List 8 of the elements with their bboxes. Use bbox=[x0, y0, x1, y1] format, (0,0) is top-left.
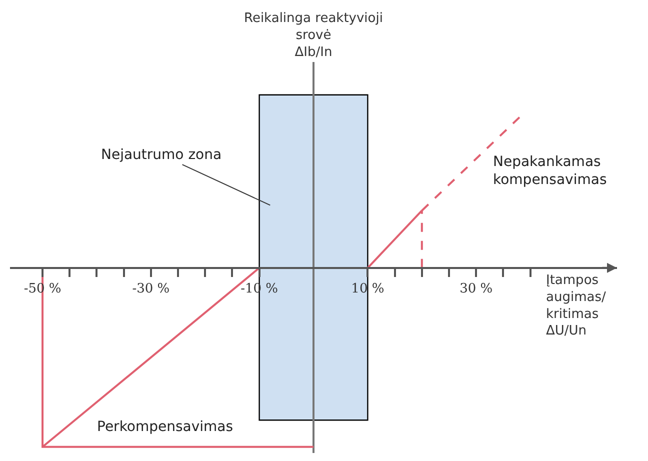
x-axis-title: Įtampos augimas/ kritimas ΔU/Un bbox=[546, 273, 606, 339]
x-tick-label: -30 % bbox=[132, 281, 170, 296]
band-label: Nejautrumo zona bbox=[101, 147, 222, 163]
y-axis-title: Reikalinga reaktyvioji srovė ΔIb/In bbox=[244, 11, 383, 60]
annotation: Perkompensavimas bbox=[97, 419, 234, 435]
x-tick-label: 10 % bbox=[351, 281, 384, 296]
x-tick-label: 30 % bbox=[460, 281, 493, 296]
annotation: Nepakankamas kompensavimas bbox=[493, 154, 607, 188]
